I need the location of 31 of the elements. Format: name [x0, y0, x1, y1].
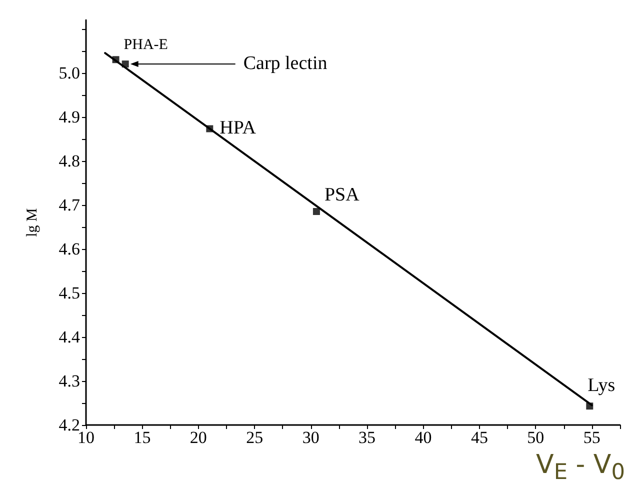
y-tick-label: 4.5 [58, 283, 80, 302]
annotation: PHA-E [124, 37, 168, 54]
point [312, 208, 320, 215]
x-tick-label: 50 [527, 428, 544, 447]
annotation: HPA [220, 118, 256, 139]
y-tick-label: 4.8 [58, 151, 80, 170]
y-tick-label: 4.9 [58, 107, 80, 126]
point [122, 60, 129, 68]
y-axis-title: lg M [24, 208, 40, 237]
x-tick-label: 40 [414, 428, 432, 447]
y-tick-label: 4.7 [58, 195, 80, 214]
x-tick-label: 45 [470, 428, 488, 447]
point [586, 402, 594, 410]
x-tick-label: 15 [134, 428, 151, 447]
y-tick-label: 4.4 [58, 327, 80, 346]
x-tick-label: 55 [583, 428, 600, 447]
y-tick-label: 4.3 [58, 371, 80, 390]
y-tick-label: 4.6 [58, 239, 80, 258]
x-axis-title: V$_{E}$ - V$_{0}$ [536, 450, 625, 488]
x-tick-label: 30 [302, 428, 320, 447]
point [206, 125, 214, 132]
y-tick-label: 5.0 [58, 63, 80, 82]
point [112, 56, 120, 64]
annotation: PSA [324, 184, 360, 206]
annotation: Carp lectin [243, 53, 328, 74]
x-tick-label: 10 [78, 428, 94, 447]
x-tick-label: 35 [358, 428, 376, 447]
x-tick-label: 25 [246, 428, 264, 447]
annotation: Lys [588, 375, 616, 396]
y-tick-label: 4.2 [58, 416, 80, 434]
x-tick-label: 20 [190, 428, 207, 447]
